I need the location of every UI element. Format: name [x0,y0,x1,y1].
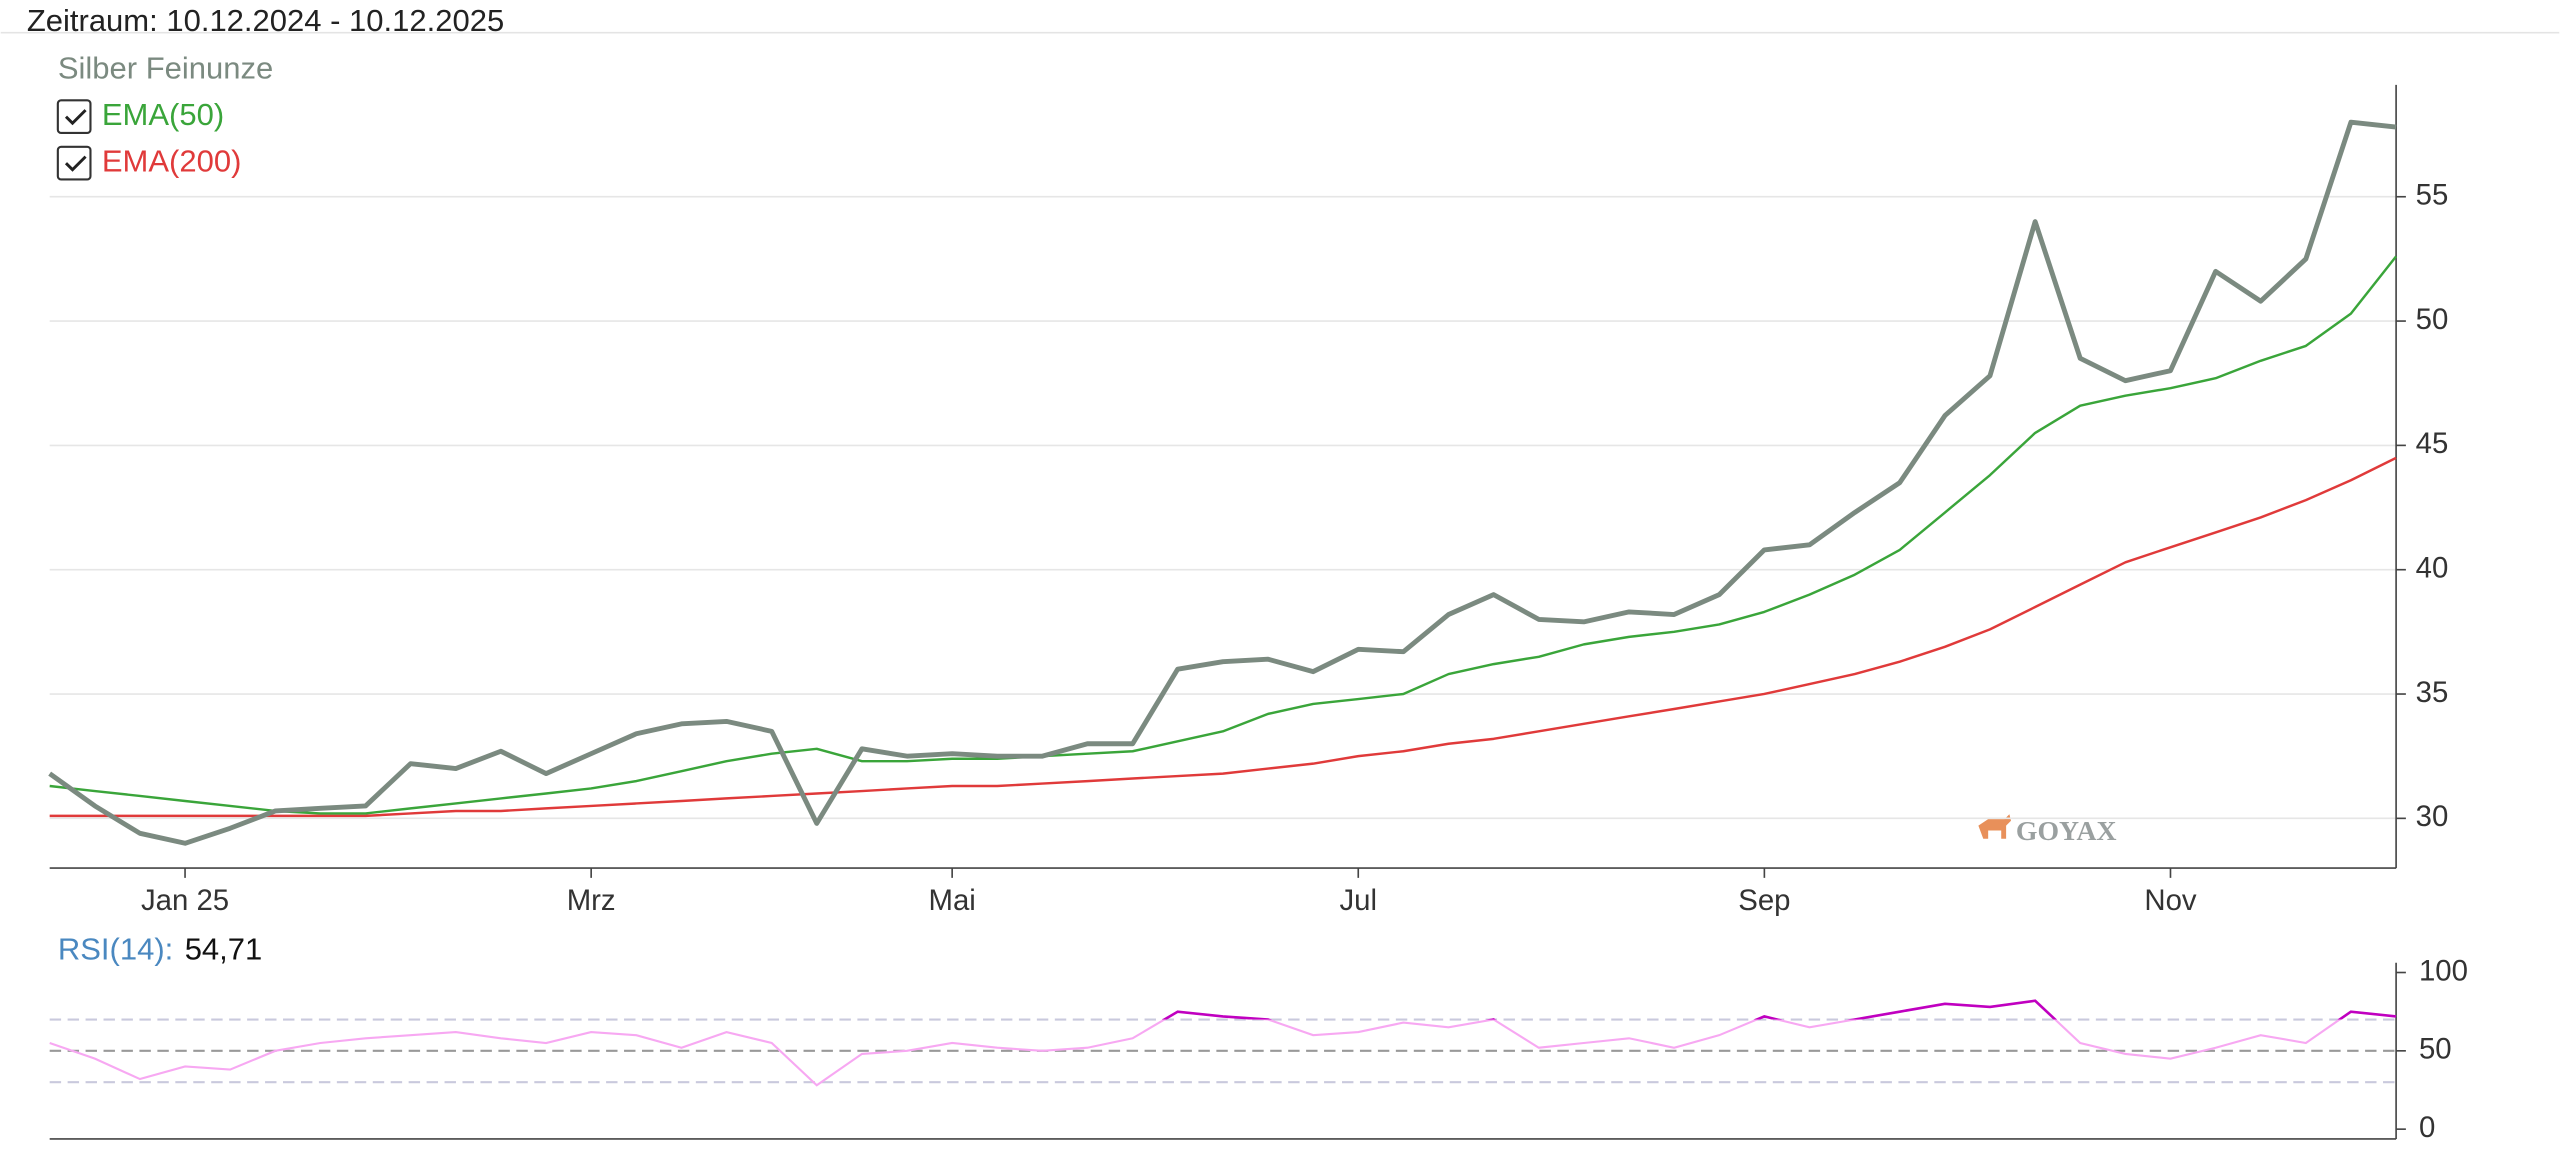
rsi-overbought [1161,999,2397,1020]
rsi-colon: : [165,931,174,966]
x-tick-label: Sep [1738,884,1790,917]
rsi-line [49,999,2397,1087]
y-tick-label: 55 [2416,179,2449,212]
y-tick-label: 50 [2419,1033,2452,1066]
x-tick-label: Nov [2144,884,2197,917]
y-tick-label: 45 [2416,427,2449,460]
x-tick-label: Jul [1339,884,1377,917]
price-chart: 30 35 40 45 50 55 Jan 25 Mrz Mai Jul Sep Nov Silber … [48,50,2449,917]
watermark-icon [1978,814,2012,839]
y-tick-label: 35 [2416,676,2449,709]
legend-label: EMA(50) [102,97,224,132]
y-tick-label: 50 [2416,303,2449,336]
y-tick-label: 40 [2416,551,2449,584]
legend-checkbox[interactable] [56,99,92,135]
period-label: Zeitraum: 10.12.2024 - 10.12.2025 [27,3,504,38]
line-series [48,119,2397,846]
rsi-name: RSI(14) [58,931,165,966]
x-tick-label: Mrz [567,884,616,917]
legend-label: EMA(200) [102,143,242,178]
legend-check [64,109,87,126]
rsi-label: RSI(14): 54,71 [58,931,262,966]
y-tick-label: 30 [2416,800,2449,833]
x-tick-label: Jan 25 [141,884,229,917]
watermark: GOYAX [2016,815,2117,846]
legend-checkbox[interactable] [56,145,92,181]
y-tick-label: 100 [2419,954,2468,987]
rsi-value: 54,71 [185,931,263,966]
x-tick-label: Mai [928,884,975,917]
legend-label: Silber Feinunze [58,50,273,85]
legend-check [64,155,87,172]
rsi-chart: 0 50 100 RSI(14): 54,71 [49,931,2468,1144]
line-series [49,456,2397,818]
line-series [49,255,2398,815]
y-tick-label: 0 [2419,1111,2435,1144]
